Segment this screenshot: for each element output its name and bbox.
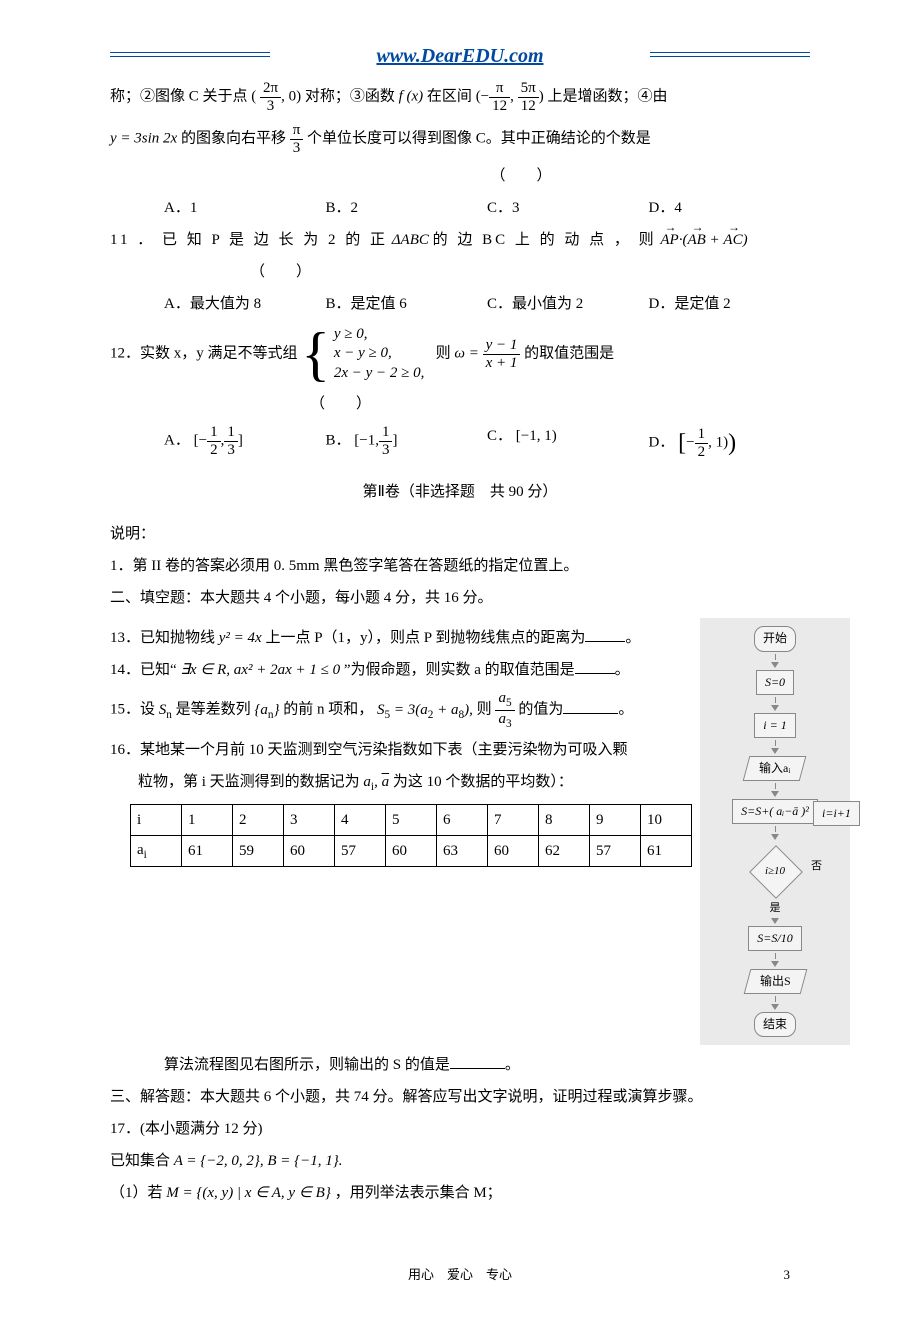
q13-blank xyxy=(585,626,625,642)
q10-options: A．1 B．2 C．3 D．4 xyxy=(164,196,810,220)
flowchart-col: 开始 S=0 i = 1 输入aᵢ S=S+( aᵢ−ā )² i=i+1 xyxy=(700,618,850,1045)
header-rule-left xyxy=(110,52,270,58)
q11-opt-b: B．是定值 6 xyxy=(326,292,488,316)
page: www.DearEDU.com 称；②图像 C 关于点 ( 2π3, 0) 对称… xyxy=(0,0,920,1326)
q10-opt-b: B．2 xyxy=(326,196,488,220)
q11-opt-d: D．是定值 2 xyxy=(649,292,811,316)
fill-left: 13．已知抛物线 y² = 4x 上一点 P（1，y），则点 P 到抛物线焦点的… xyxy=(110,618,692,871)
fc-s6: 输出S xyxy=(743,969,806,994)
header-url: www.DearEDU.com xyxy=(376,45,543,67)
q11-paren: （ ） xyxy=(250,260,810,284)
q15: 15．设 Sn 是等差数列 {an} 的前 n 项和， S5 = 3(a2 + … xyxy=(110,690,692,730)
q14-blank xyxy=(575,658,615,674)
q12-opt-a: A． [−12,13] xyxy=(164,424,326,462)
q16-blank xyxy=(450,1053,505,1069)
q13: 13．已知抛物线 y² = 4x 上一点 P（1，y），则点 P 到抛物线焦点的… xyxy=(110,626,692,650)
fc-s4: S=S+( aᵢ−ā )² xyxy=(732,799,818,824)
page-header: www.DearEDU.com xyxy=(110,40,810,70)
fc-yes: 是 xyxy=(770,900,781,918)
flowchart: 开始 S=0 i = 1 输入aᵢ S=S+( aᵢ−ā )² i=i+1 xyxy=(700,618,850,1045)
q14: 14．已知“ ∃x ∈ R, ax² + 2ax + 1 ≤ 0 ”为假命题，则… xyxy=(110,658,692,682)
fill-section: 13．已知抛物线 y² = 4x 上一点 P（1，y），则点 P 到抛物线焦点的… xyxy=(110,618,810,1045)
q10-paren: （ ） xyxy=(240,164,810,188)
fc-s2: i = 1 xyxy=(754,713,795,738)
q12-opt-c: C． [−1, 1) xyxy=(487,424,649,462)
q12-opt-b: B． [−1,13] xyxy=(326,424,488,462)
q11-opt-c: C．最小值为 2 xyxy=(487,292,649,316)
q10-opt-a: A．1 xyxy=(164,196,326,220)
sec3: 三、解答题：本大题共 6 个小题，共 74 分。解答应写出文字说明，证明过程或演… xyxy=(110,1085,810,1109)
q16-l1: 16．某地某一个月前 10 天监测到空气污染指数如下表（主要污染物为可吸入颗 xyxy=(110,738,692,762)
footer: 用心 爱心 专心 3 xyxy=(110,1265,810,1286)
fc-end: 结束 xyxy=(754,1012,796,1037)
fc-no: 否 xyxy=(811,858,822,876)
instructions-l2: 二、填空题：本大题共 4 个小题，每小题 4 分，共 16 分。 xyxy=(110,586,810,610)
fc-start: 开始 xyxy=(754,626,796,651)
q10-line1: 称；②图像 C 关于点 ( 2π3, 0) 对称；③函数 f (x) 在区间 (… xyxy=(110,80,810,114)
q12-opt-d: D． [−12, 1)) xyxy=(649,424,811,462)
q10-text: 称；②图像 C 关于点 xyxy=(110,88,248,104)
q11: 11 ． 已 知 P 是 边 长 为 2 的 正 ΔABC 的 边 BC 上 的… xyxy=(110,228,810,252)
content: 称；②图像 C 关于点 ( 2π3, 0) 对称；③函数 f (x) 在区间 (… xyxy=(110,80,810,1205)
q17-head: 17．(本小题满分 12 分) xyxy=(110,1117,810,1141)
fc-loop: i=i+1 xyxy=(813,801,860,826)
q11-opt-a: A．最大值为 8 xyxy=(164,292,326,316)
q16-tail: 算法流程图见右图所示，则输出的 S 的值是。 xyxy=(164,1053,810,1077)
q10-opt-c: C．3 xyxy=(487,196,649,220)
instructions-l1: 1．第 II 卷的答案必须用 0. 5mm 黑色签字笔答在答题纸的指定位置上。 xyxy=(110,554,810,578)
fc-s1: S=0 xyxy=(756,670,794,695)
q16-table: i 1 2 3 4 5 6 7 8 9 10 ai 61 xyxy=(130,804,692,867)
header-rule-right xyxy=(650,52,810,58)
fc-s3: 输入aᵢ xyxy=(743,756,807,781)
table-row: ai 61 59 60 57 60 63 60 62 57 61 xyxy=(131,836,692,867)
q11-options: A．最大值为 8 B．是定值 6 C．最小值为 2 D．是定值 2 xyxy=(164,292,810,316)
q17-given: 已知集合 A = {−2, 0, 2}, B = {−1, 1}. xyxy=(110,1149,810,1173)
footer-text: 用心 爱心 专心 xyxy=(408,1267,512,1282)
fc-cond: i≥10 xyxy=(750,846,800,896)
q10-opt-d: D．4 xyxy=(649,196,811,220)
q12: 12．实数 x，y 满足不等式组 { y ≥ 0, x − y ≥ 0, 2x … xyxy=(110,324,810,384)
q12-options: A． [−12,13] B． [−1,13] C． [−1, 1) D． [−1… xyxy=(164,424,810,462)
q15-blank xyxy=(563,698,618,714)
instructions-head: 说明： xyxy=(110,522,810,546)
page-number: 3 xyxy=(784,1265,791,1286)
q16-l2: 粒物，第 i 天监测得到的数据记为 ai, a 为这 10 个数据的平均数）： xyxy=(138,770,692,796)
table-row: i 1 2 3 4 5 6 7 8 9 10 xyxy=(131,805,692,836)
q17-p1: （1）若 M = {(x, y) | x ∈ A, y ∈ B} ，用列举法表示… xyxy=(110,1181,810,1205)
q10-line2: y = 3sin 2x 的图象向右平移 π3 个单位长度可以得到图像 C。其中正… xyxy=(110,122,810,156)
fc-s5: S=S/10 xyxy=(748,926,801,951)
q12-paren: （ ） xyxy=(310,392,810,416)
part2-title: 第Ⅱ卷（非选择题 共 90 分） xyxy=(110,480,810,504)
